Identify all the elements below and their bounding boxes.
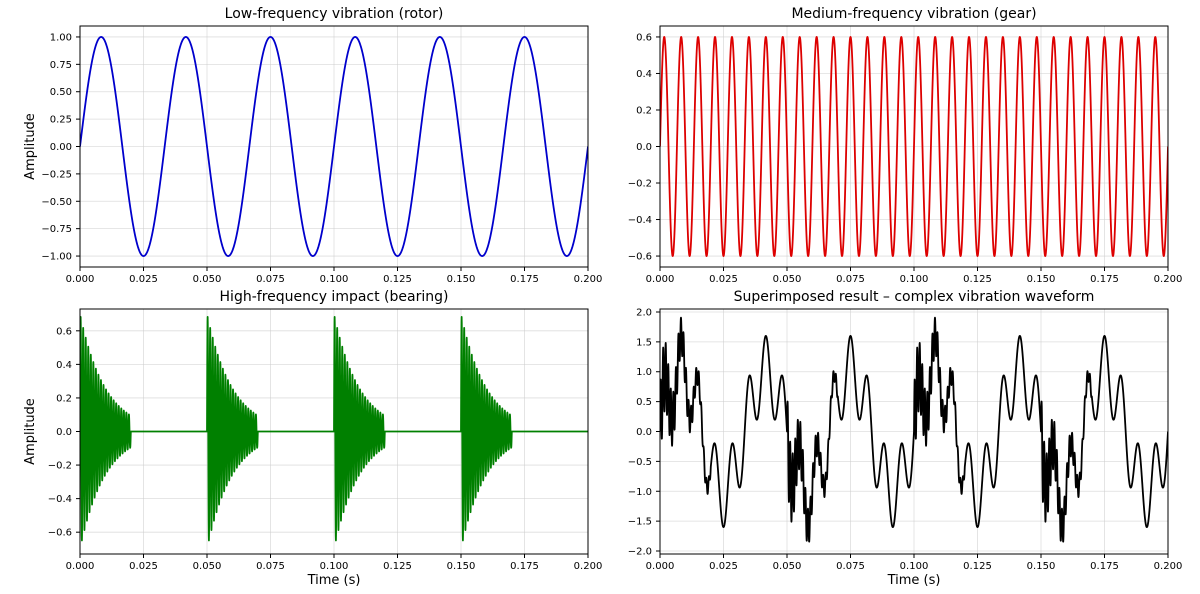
x-tick-label: 0.075 — [836, 561, 865, 572]
chart-title: Superimposed result – complex vibration … — [734, 289, 1095, 305]
x-tick-label: 0.175 — [510, 274, 539, 285]
x-tick-label: 0.125 — [963, 561, 992, 572]
y-tick-label: −0.2 — [628, 179, 652, 190]
x-tick-label: 0.100 — [900, 561, 929, 572]
x-tick-label: 0.100 — [320, 274, 349, 285]
x-tick-label: 0.125 — [383, 274, 412, 285]
y-tick-label: 0.6 — [56, 326, 72, 337]
y-tick-label: 1.00 — [50, 32, 72, 43]
x-tick-label: 0.025 — [129, 274, 158, 285]
y-tick-label: 0.5 — [636, 397, 652, 408]
y-tick-label: −1.00 — [41, 252, 72, 263]
x-tick-label: 0.050 — [193, 561, 222, 572]
x-tick-label: 0.175 — [1090, 561, 1119, 572]
y-tick-label: 0.2 — [636, 105, 652, 116]
y-tick-label: −0.2 — [48, 461, 72, 472]
x-tick-label: 0.025 — [129, 561, 158, 572]
chart-title: High-frequency impact (bearing) — [220, 289, 449, 305]
chart-panel-medium-frequency: 0.000 0.025 0.050 0.075 0.100 0.125 0.150 0.175… — [628, 6, 1183, 285]
x-tick-label: 0.200 — [574, 561, 603, 572]
x-tick-label: 0.150 — [1027, 561, 1056, 572]
x-tick-label: 0.200 — [1154, 561, 1183, 572]
y-tick-label: 0.2 — [56, 393, 72, 404]
y-tick-label: 2.0 — [636, 307, 652, 318]
x-tick-label: 0.000 — [646, 274, 675, 285]
y-axis-label: Amplitude — [23, 113, 38, 180]
x-tick-label: 0.050 — [193, 274, 222, 285]
chart-title: Low-frequency vibration (rotor) — [225, 6, 444, 22]
x-tick-label: 0.175 — [510, 561, 539, 572]
x-tick-label: 0.150 — [1027, 274, 1056, 285]
y-tick-label: 0.0 — [636, 142, 652, 153]
y-tick-label: 0.25 — [50, 115, 72, 126]
x-tick-label: 0.200 — [1154, 274, 1183, 285]
x-tick-label: 0.125 — [383, 561, 412, 572]
y-tick-label: −0.25 — [41, 169, 72, 180]
y-tick-label: 0.00 — [50, 142, 72, 153]
x-tick-label: 0.050 — [773, 274, 802, 285]
x-tick-label: 0.125 — [963, 274, 992, 285]
chart-panel-low-frequency: 0.000 0.025 0.050 0.075 0.100 0.125 0.150 0.175… — [23, 6, 602, 285]
x-tick-label: 0.075 — [256, 274, 285, 285]
y-tick-label: −0.4 — [628, 215, 652, 226]
y-tick-label: 0.6 — [636, 32, 652, 43]
y-tick-label: −0.6 — [48, 528, 72, 539]
y-tick-label: 0.4 — [56, 360, 72, 371]
x-tick-label: 0.150 — [447, 274, 476, 285]
y-tick-label: −0.5 — [628, 457, 652, 468]
y-tick-label: 1.5 — [636, 337, 652, 348]
chart-panel-high-frequency: 0.000 0.025 0.050 0.075 0.100 0.125 0.150 0.175… — [23, 289, 602, 588]
x-tick-label: 0.150 — [447, 561, 476, 572]
series-line-high-frequency — [80, 316, 588, 542]
x-tick-label: 0.000 — [66, 274, 95, 285]
x-tick-label: 0.100 — [900, 274, 929, 285]
x-tick-label: 0.075 — [836, 274, 865, 285]
y-tick-label: 0.75 — [50, 60, 72, 71]
x-tick-label: 0.075 — [256, 561, 285, 572]
x-axis-label: Time (s) — [887, 573, 941, 588]
x-tick-label: 0.025 — [709, 561, 738, 572]
series-line-low-frequency — [80, 36, 588, 257]
x-axis-label: Time (s) — [307, 573, 361, 588]
x-tick-label: 0.000 — [646, 561, 675, 572]
series-line-superimposed — [660, 316, 1168, 543]
y-tick-label: −1.0 — [628, 487, 652, 498]
y-tick-label: −2.0 — [628, 547, 652, 558]
y-tick-label: 0.0 — [636, 427, 652, 438]
x-tick-label: 0.200 — [574, 274, 603, 285]
chart-title: Medium-frequency vibration (gear) — [791, 6, 1036, 22]
x-tick-label: 0.025 — [709, 274, 738, 285]
y-tick-label: 0.4 — [636, 69, 652, 80]
chart-panel-superimposed: 0.000 0.025 0.050 0.075 0.100 0.125 0.150 0.175… — [628, 289, 1183, 588]
y-tick-label: −0.4 — [48, 494, 72, 505]
y-tick-label: −0.75 — [41, 224, 72, 235]
y-tick-label: 0.50 — [50, 87, 72, 98]
y-axis-label: Amplitude — [23, 398, 38, 465]
y-tick-label: −0.50 — [41, 197, 72, 208]
series-line-medium-frequency — [660, 36, 1168, 257]
x-tick-label: 0.050 — [773, 561, 802, 572]
y-tick-label: −1.5 — [628, 517, 652, 528]
y-tick-label: −0.6 — [628, 252, 652, 263]
y-tick-label: 0.0 — [56, 427, 72, 438]
x-tick-label: 0.000 — [66, 561, 95, 572]
x-tick-label: 0.175 — [1090, 274, 1119, 285]
y-tick-label: 1.0 — [636, 367, 652, 378]
x-tick-label: 0.100 — [320, 561, 349, 572]
